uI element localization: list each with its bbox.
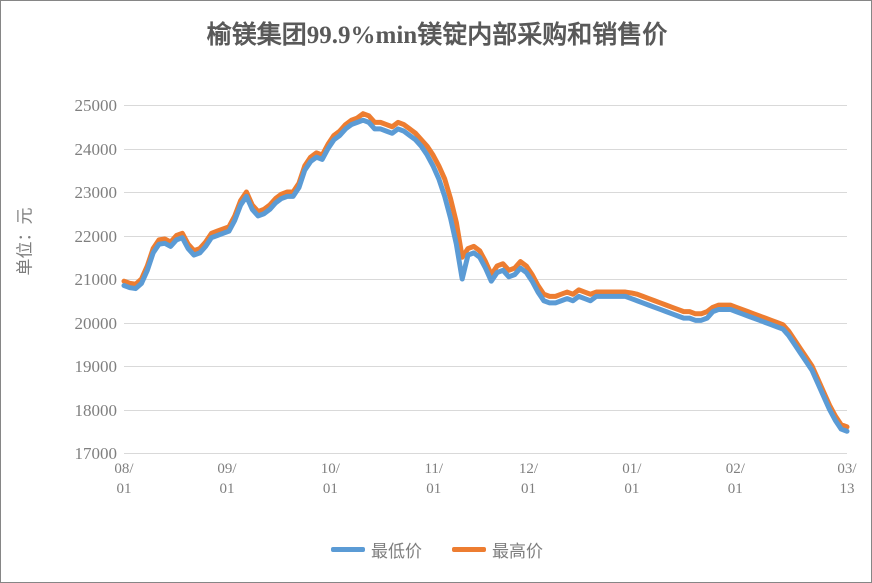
gridline [124,148,847,150]
legend-entry[interactable]: 最高价 [452,537,543,562]
x-axis-tick-labels: 08/01 09/01 10/01 11/01 12/01 01/01 02/01 03/13 [114,459,856,515]
x-tick-day: 01 [116,481,132,498]
y-axis-tick-label: 25000 [74,96,118,115]
x-tick-day: 01 [426,481,442,498]
x-tick-month: 01/ [622,461,642,477]
legend-label: 最高价 [492,542,543,561]
gridline [124,105,847,106]
series-lines [121,111,850,434]
y-axis-tick-label: 24000 [74,139,118,159]
x-axis-tick-label: 01/01 [602,459,662,500]
y-axis-tick-label: 20000 [74,313,118,333]
y-axis-tick-label: 19000 [74,357,118,376]
gridline [124,366,847,367]
chart-title: 榆镁集团99.9%min镁锭内部采购和销售价 [206,22,668,49]
gridline [124,322,847,324]
x-axis-tick-label: 10/01 [300,459,360,500]
legend-entry[interactable]: 最低价 [331,537,422,562]
x-tick-month: 10/ [320,461,340,477]
legend-label: 最低价 [371,542,422,561]
x-tick-month: 08/ [114,461,134,477]
gridline [124,192,847,193]
x-tick-month: 09/ [217,461,237,477]
y-axis-tick-label: 21000 [74,270,118,289]
x-tick-day: 01 [727,481,743,498]
x-tick-day: 01 [521,481,536,498]
x-tick-day: 01 [322,481,338,498]
x-axis-tick-label: 12/01 [499,459,559,500]
x-tick-day: 01 [219,481,235,498]
x-axis-tick-label: 08/01 [94,459,154,500]
x-axis-tick-label: 03/13 [817,459,871,500]
x-tick-month: 12/ [518,461,539,477]
x-tick-month: 02/ [725,461,745,477]
x-axis-tick-label: 11/01 [404,459,464,500]
plot-area [121,105,850,454]
legend-swatch-icon [452,547,486,552]
x-tick-day: 01 [624,481,640,498]
x-axis-tick-label: 02/01 [705,459,765,500]
y-axis-tick-labels: 25000 24000 23000 22000 21000 20000 19000 18000… [31,97,118,462]
legend-swatch-icon [331,547,365,552]
series-line [121,117,850,434]
chart-legend: 最低价 最高价 [1,537,871,562]
y-axis-tick-label: 22000 [74,226,118,246]
gridline [124,409,847,411]
x-tick-month: 03/ [837,461,857,477]
gridline [124,235,847,237]
gridline [124,453,847,454]
y-axis-tick-label: 18000 [74,400,118,420]
x-tick-day: 13 [839,481,855,498]
y-axis-tick-label: 17000 [74,444,118,463]
y-axis-tick-label: 23000 [74,183,118,202]
gridline [124,279,847,280]
x-tick-month: 11/ [424,461,444,477]
x-axis-tick-label: 09/01 [197,459,257,500]
